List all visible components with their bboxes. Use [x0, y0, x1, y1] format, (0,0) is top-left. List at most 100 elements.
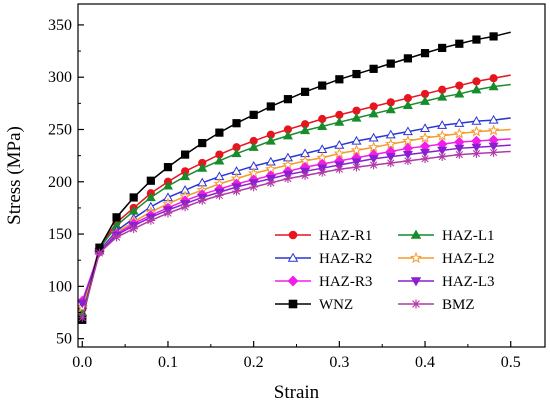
- legend-marker: [287, 275, 299, 287]
- legend-label: BMZ: [442, 297, 475, 313]
- data-point: [163, 163, 173, 172]
- data-point: [384, 138, 397, 150]
- legend-item-bmz: BMZ: [398, 297, 475, 313]
- data-point: [129, 193, 138, 202]
- data-point: [283, 95, 293, 104]
- plot-frame: [77, 3, 546, 348]
- legend-label: HAZ-R2: [319, 251, 372, 267]
- data-point: [367, 141, 380, 153]
- data-point: [403, 156, 413, 166]
- series-haz-l3: [77, 142, 511, 309]
- legend-item-haz-r1: HAZ-R1: [275, 228, 372, 244]
- data-point: [197, 163, 208, 172]
- data-point: [369, 160, 378, 170]
- data-point: [454, 150, 464, 159]
- x-tick-label: 0.3: [329, 354, 349, 371]
- y-tick-label: 200: [48, 174, 72, 191]
- data-point: [385, 129, 396, 139]
- data-point: [454, 88, 465, 98]
- data-point: [215, 191, 224, 200]
- data-point: [454, 118, 465, 127]
- data-point: [402, 100, 413, 110]
- x-axis-title: Strain: [274, 382, 320, 403]
- legend-item-haz-l3: HAZ-L3: [398, 274, 495, 290]
- data-point: [145, 192, 156, 202]
- y-tick-label: 50: [56, 331, 72, 348]
- data-point: [471, 84, 482, 94]
- series-wnz: [78, 31, 511, 324]
- data-point: [112, 213, 121, 222]
- data-point: [77, 299, 88, 309]
- series-haz-l1: [77, 81, 511, 317]
- data-point: [385, 104, 396, 114]
- data-point: [420, 49, 430, 58]
- data-point: [472, 149, 481, 158]
- data-point: [437, 120, 448, 129]
- legend-marker: [409, 251, 423, 264]
- data-point: [335, 164, 344, 174]
- data-point: [471, 143, 482, 153]
- data-point: [438, 43, 447, 53]
- legend-item-wnz: WNZ: [275, 297, 353, 313]
- data-point: [95, 248, 104, 258]
- data-point: [419, 131, 431, 143]
- data-point: [487, 124, 500, 136]
- data-point: [420, 148, 431, 158]
- data-point: [472, 77, 481, 86]
- legend-marker: [287, 252, 299, 262]
- data-point: [454, 144, 465, 154]
- legend-item-haz-l2: HAZ-L2: [398, 251, 495, 267]
- series-bmz: [77, 148, 511, 323]
- data-point: [282, 130, 293, 140]
- data-point: [352, 69, 361, 79]
- data-point: [350, 144, 363, 156]
- data-point: [420, 96, 431, 105]
- legend-marker: [410, 229, 422, 239]
- legend-marker: [288, 230, 298, 240]
- data-point: [333, 147, 346, 159]
- data-point: [300, 125, 311, 135]
- x-tick-label: 0.1: [158, 354, 178, 371]
- data-point: [231, 148, 242, 158]
- data-point: [232, 119, 241, 128]
- data-point: [437, 146, 448, 156]
- data-point: [300, 87, 310, 96]
- data-point: [420, 154, 430, 164]
- data-point: [197, 196, 207, 205]
- data-point: [489, 32, 498, 41]
- data-point: [455, 81, 464, 90]
- data-point: [198, 138, 207, 148]
- data-point: [470, 125, 483, 137]
- x-tick-label: 0.5: [501, 354, 521, 371]
- data-point: [453, 127, 466, 139]
- data-point: [129, 224, 139, 234]
- x-tick-label: 0.4: [415, 354, 435, 371]
- data-point: [402, 150, 413, 160]
- legend-label: HAZ-R1: [319, 228, 372, 244]
- data-point: [489, 74, 498, 83]
- y-tick-label: 300: [48, 69, 72, 86]
- legend-label: HAZ-L2: [442, 251, 495, 267]
- y-axis-title: Stress (MPa): [4, 126, 25, 225]
- plot-marks: [76, 31, 511, 324]
- data-point: [163, 208, 173, 218]
- data-point: [300, 171, 310, 180]
- legend-item-haz-r3: HAZ-R3: [275, 274, 372, 290]
- y-tick-label: 100: [48, 278, 72, 295]
- data-point: [162, 180, 173, 190]
- data-point: [112, 232, 121, 242]
- data-point: [181, 150, 190, 159]
- data-point: [265, 135, 276, 145]
- legend-marker: [411, 299, 421, 309]
- axis-ticks: 0.0 0.1 0.2 0.3 0.4 0.5 50 100 150 200 250 300 350: [48, 17, 521, 371]
- data-point: [351, 135, 362, 145]
- data-point: [368, 108, 379, 118]
- data-point: [248, 142, 259, 151]
- data-point: [368, 155, 379, 164]
- legend-label: HAZ-L3: [442, 274, 495, 290]
- y-tick-label: 250: [48, 121, 72, 138]
- data-point: [386, 158, 396, 168]
- x-tick-label: 0.2: [244, 354, 264, 371]
- data-point: [215, 128, 224, 137]
- data-point: [386, 59, 395, 68]
